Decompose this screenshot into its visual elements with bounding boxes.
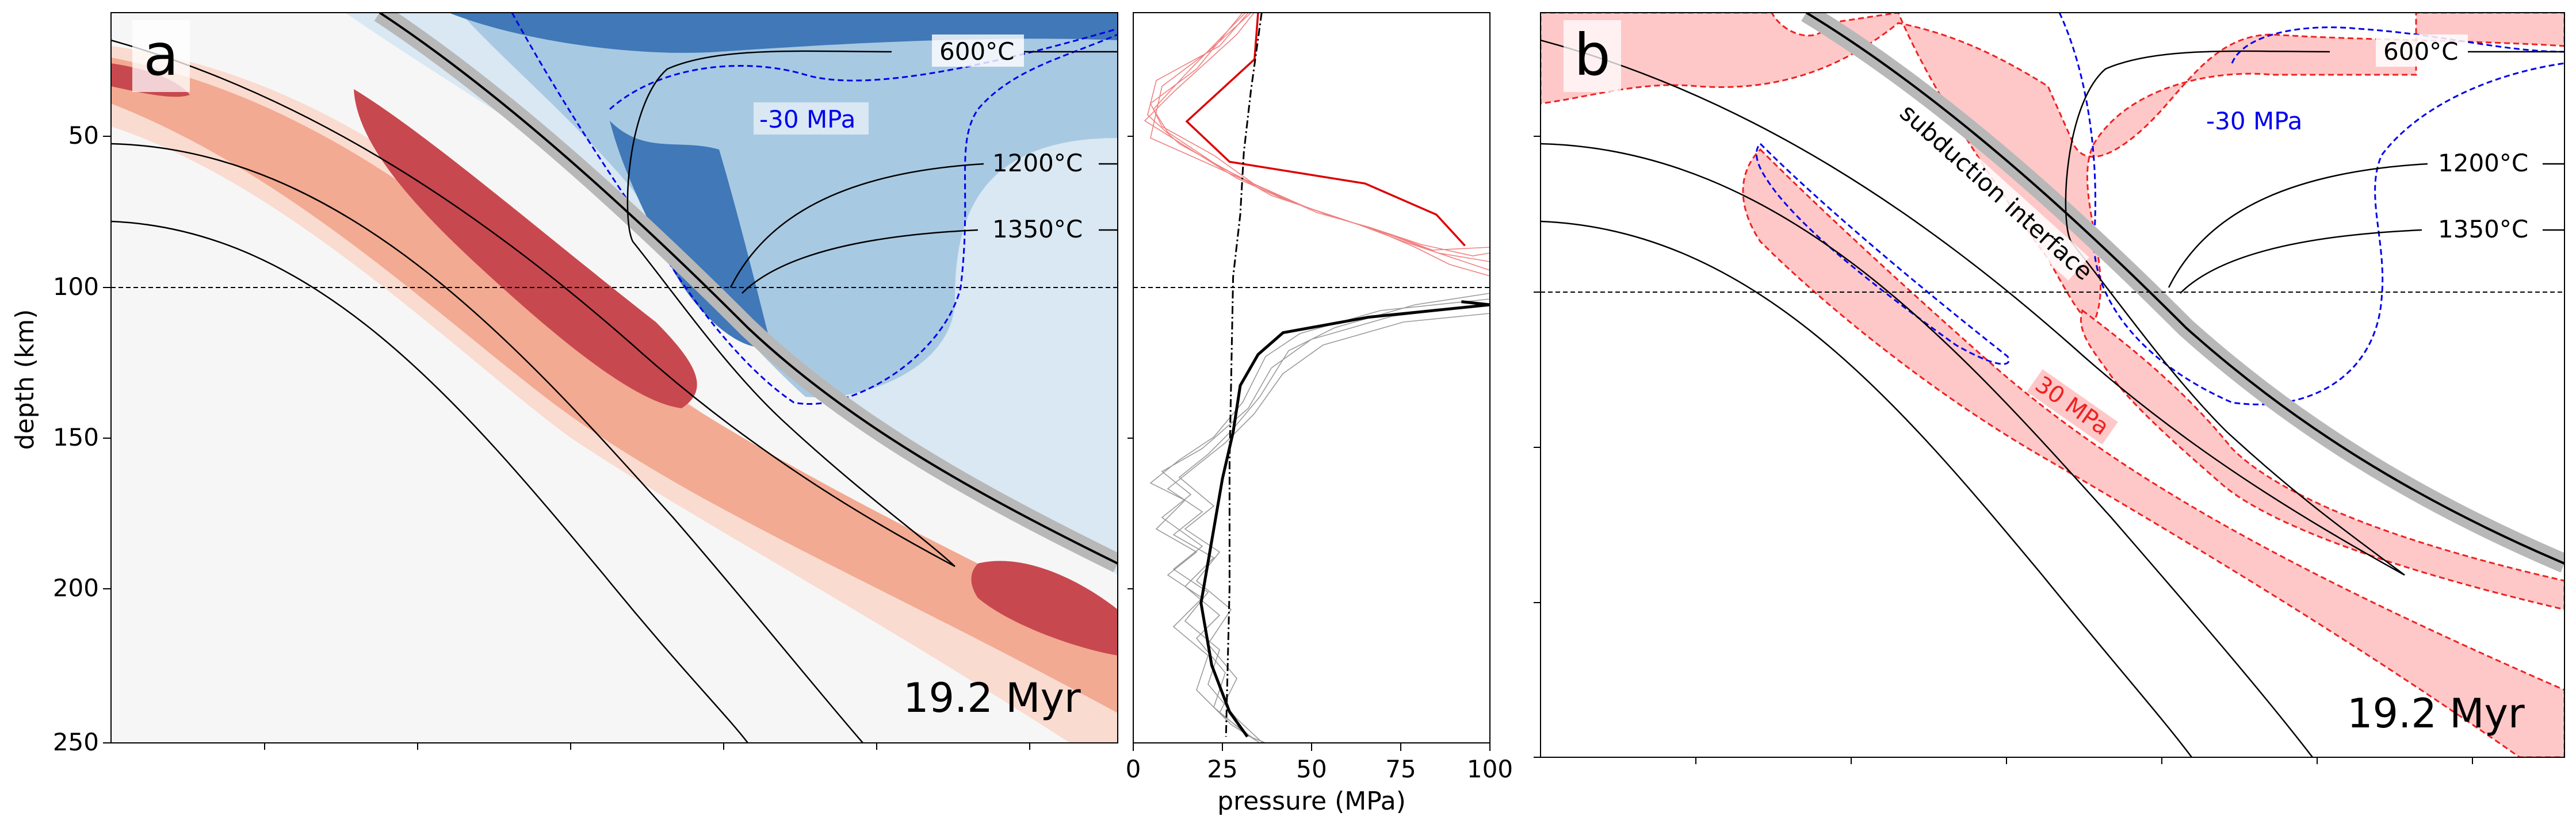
isotherm-label-1350: 1350°C <box>992 215 1083 243</box>
y-ticks-profile <box>1128 136 1133 589</box>
isotherm-label-1200: 1200°C <box>2438 149 2528 177</box>
thin-red-profile <box>1152 13 1490 251</box>
isotherm-2 <box>729 163 984 288</box>
x-tick-label: 75 <box>1385 755 1416 783</box>
positive-pressure-patch-bottom <box>971 561 1118 656</box>
thin-black-profile <box>1149 298 1490 743</box>
positive-contour-label-bg <box>2027 369 2118 445</box>
isotherm-b-1 <box>1541 39 2405 576</box>
negative-pressure-contour <box>511 13 1118 405</box>
y-tick-label: 200 <box>53 574 99 602</box>
negative-pressure-contour-b <box>2058 13 2564 405</box>
y-tick-label: 50 <box>68 121 99 150</box>
x-tick-label: 100 <box>1467 755 1513 783</box>
x-tick-label: 50 <box>1296 755 1327 783</box>
isotherm-label-bg <box>932 34 1024 67</box>
thin-red-profiles <box>1144 13 1490 277</box>
panel-label-a-box <box>132 20 190 92</box>
isotherm-label-bg <box>2376 34 2468 67</box>
panel-label-b: b <box>1574 21 1610 89</box>
thin-black-profile <box>1167 313 1490 743</box>
y-ticks-b <box>1534 136 1541 758</box>
negative-pressure-region-medium <box>460 13 1118 398</box>
thin-red-profile <box>1147 13 1490 277</box>
x-tick-label: 0 <box>1126 755 1141 783</box>
negative-pressure-region-top <box>449 13 1118 53</box>
positive-pressure-band-dark <box>354 89 697 408</box>
plate-boundary-line-b <box>1805 13 2564 565</box>
contour-label-neg30-b: -30 MPa <box>2206 107 2302 135</box>
profile-red <box>1185 13 1466 247</box>
isotherm-3 <box>742 229 979 294</box>
thin-black-profiles <box>1149 293 1490 743</box>
isotherm-label-600: 600°C <box>939 37 1015 66</box>
isotherm-4 <box>111 143 863 743</box>
x-ticks-b <box>1695 757 2473 764</box>
thin-black-profile <box>1178 293 1490 739</box>
time-label-b: 19.2 Myr <box>2347 690 2525 737</box>
y-tick-label: 250 <box>53 728 99 756</box>
x-tick-label: 25 <box>1207 755 1237 783</box>
positive-pressure-band-medium <box>111 57 1118 713</box>
contour-label-neg30: -30 MPa <box>759 105 855 133</box>
thin-red-profile <box>1149 13 1490 271</box>
isotherm-b-5 <box>1541 220 2193 757</box>
plate-boundary-line <box>379 13 1118 565</box>
panel-b: b 600°C 1200°C 1350°C -30 MPa subduction… <box>1534 12 2565 764</box>
panel-b-frame <box>1540 12 2565 758</box>
y-axis-label: depth (km) <box>10 309 40 450</box>
panel-label-b-box <box>1564 20 1621 92</box>
negative-pressure-region-dark <box>610 121 771 347</box>
panel-a-frame <box>110 12 1118 743</box>
y-tick-label: 100 <box>53 273 99 301</box>
y-axis-a: 50 100 150 200 250 depth (km) <box>10 121 111 756</box>
isotherm-label-1350: 1350°C <box>2438 215 2528 243</box>
isotherm-1 <box>111 39 956 568</box>
isotherm-label-600: 600°C <box>2383 37 2459 66</box>
isotherm-b-3 <box>2180 229 2422 294</box>
time-label-a: 19.2 Myr <box>903 674 1081 722</box>
interface-label-bg <box>1889 95 2089 281</box>
x-ticks-a <box>264 743 1030 750</box>
panel-a: 50 100 150 200 250 depth (km) a 600°C 12… <box>10 12 1118 756</box>
pressure-profile-panel: 0 25 50 75 100 pressure (MPa) <box>1126 12 1513 816</box>
negative-pressure-contour-b-inner <box>1755 142 2010 365</box>
x-axis-profile: 0 25 50 75 100 pressure (MPa) <box>1126 743 1513 816</box>
panel-label-a: a <box>143 21 178 89</box>
y-tick-label: 150 <box>53 423 99 451</box>
positive-pressure-region-wedge <box>2080 309 2564 611</box>
contour-label-bg <box>754 102 869 135</box>
thin-black-profile <box>1161 304 1490 743</box>
thin-red-profile <box>1144 13 1490 262</box>
isotherm-b-4 <box>1541 143 2313 757</box>
x-axis-label: pressure (MPa) <box>1217 787 1406 816</box>
isotherm-5 <box>111 220 748 743</box>
isotherm-label-1200: 1200°C <box>992 149 1083 177</box>
profile-black <box>1199 300 1490 738</box>
isotherm-b-2 <box>2168 163 2428 288</box>
profile-reference <box>1225 13 1263 737</box>
